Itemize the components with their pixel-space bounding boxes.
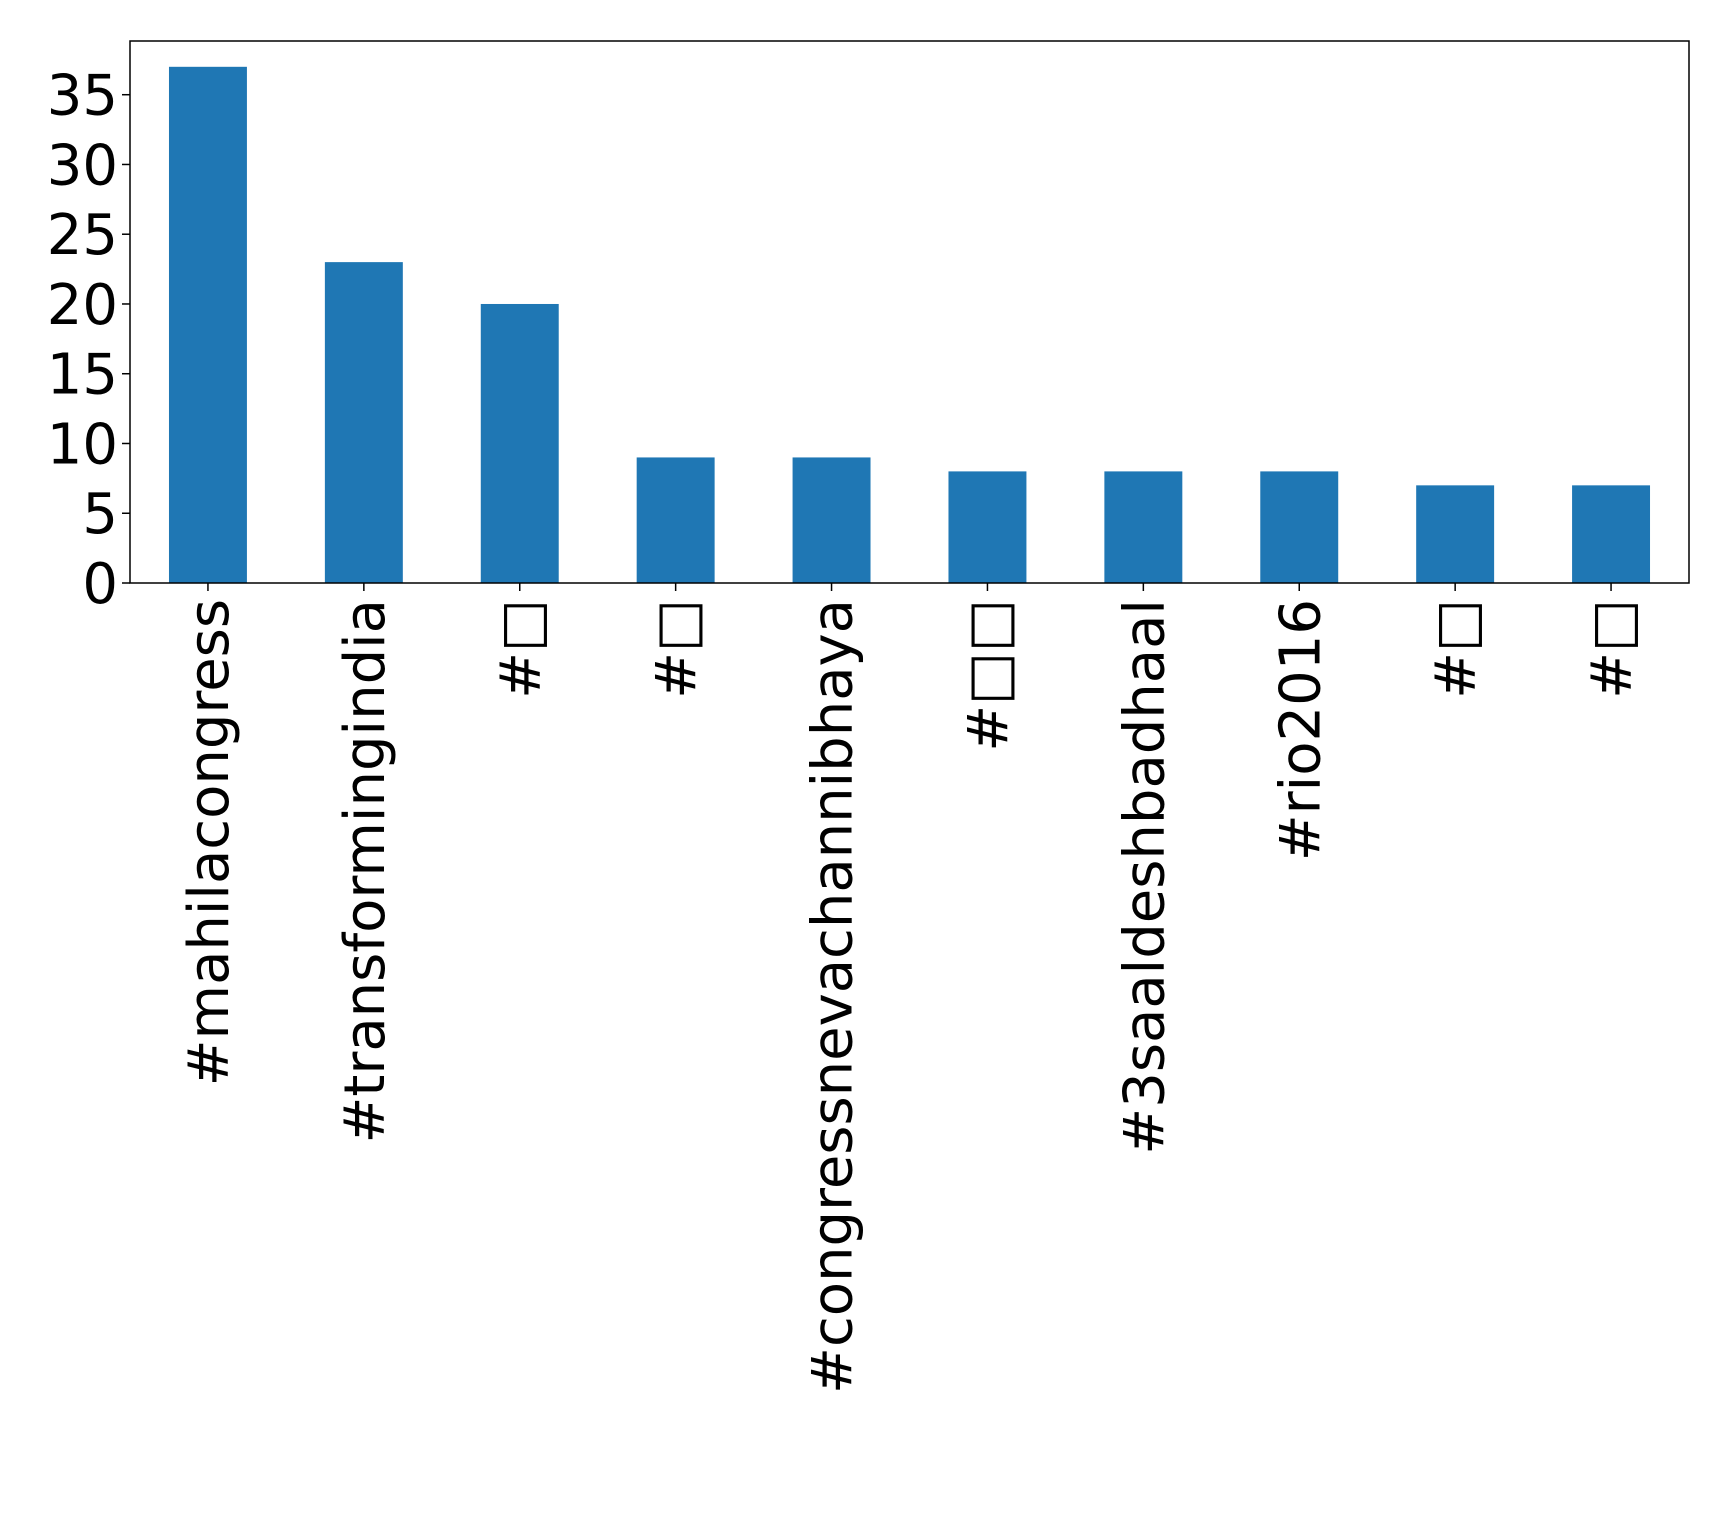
bar [792, 457, 871, 583]
x-tick-label: #congressnevachannibhaya [801, 599, 866, 1394]
bar [324, 262, 403, 583]
bar [1104, 471, 1183, 583]
bar [480, 303, 559, 583]
x-tick-label: #□ [1424, 599, 1489, 699]
x-tick-label: #□ [1580, 599, 1645, 699]
x-tick-label: #□□ [956, 599, 1021, 752]
y-tick-label: 30 [47, 133, 118, 198]
x-tick-label: #3saaldeshbadhaal [1112, 599, 1177, 1155]
y-tick-label: 35 [47, 64, 118, 129]
bar [636, 457, 715, 583]
bar [1260, 471, 1339, 583]
x-tick-label: #□ [645, 599, 710, 699]
plot-frame [129, 40, 1690, 584]
x-axis: #mahilacongress #transformingindia #□ #□ #co… [177, 583, 1645, 1394]
y-tick-label: 20 [47, 273, 118, 338]
bar [1416, 485, 1495, 583]
bar [168, 66, 247, 584]
y-tick-label: 25 [47, 203, 118, 268]
bar [948, 471, 1027, 583]
x-tick-label: #mahilacongress [177, 599, 242, 1086]
y-tick-label: 5 [82, 482, 118, 547]
y-tick-label: 15 [47, 343, 118, 408]
x-tick-label: #transformingindia [333, 599, 398, 1144]
x-tick-label: #rio2016 [1268, 599, 1333, 861]
x-tick-label: #□ [489, 599, 554, 699]
y-tick-label: 0 [82, 552, 118, 617]
bar [1572, 485, 1651, 583]
y-tick-label: 10 [47, 412, 118, 477]
bars-group [168, 66, 1651, 584]
